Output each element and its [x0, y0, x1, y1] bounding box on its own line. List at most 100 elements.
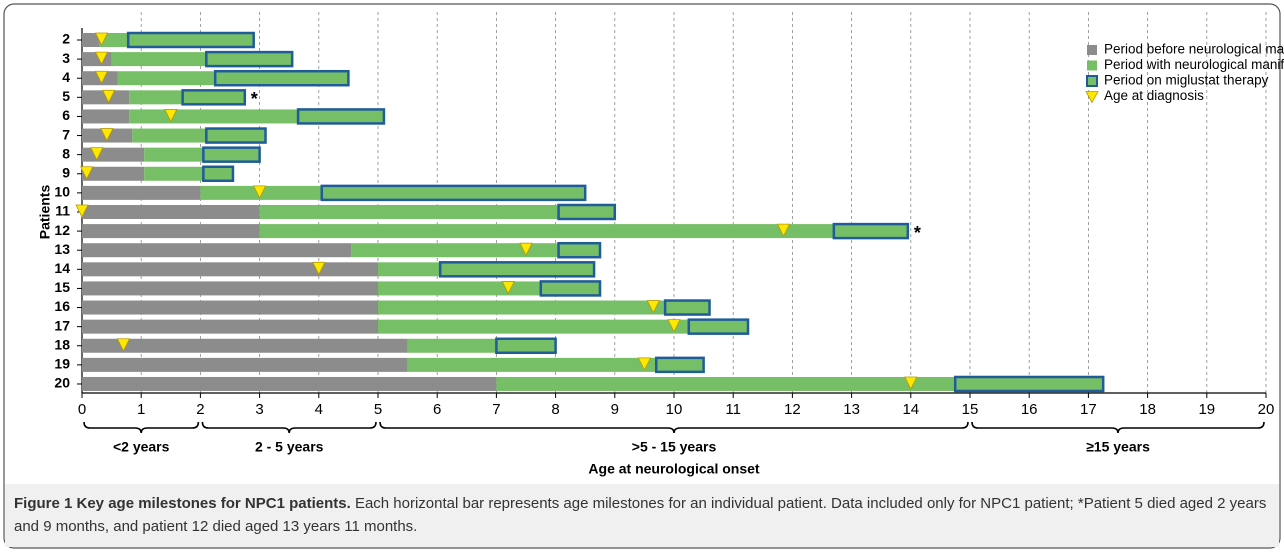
x-tick-label: 14: [902, 401, 919, 418]
y-tick-label: 19: [54, 356, 70, 372]
y-tick-label: 8: [62, 145, 70, 161]
y-tick-label: 7: [62, 126, 70, 142]
age-group-label: >5 - 15 years: [632, 439, 717, 455]
x-tick-label: 4: [315, 401, 323, 418]
bar-segment: [82, 376, 497, 391]
bar-segment: [378, 262, 441, 277]
y-tick-label: 18: [54, 336, 70, 352]
y-tick-label: 6: [62, 107, 70, 123]
y-tick-label: 11: [55, 203, 70, 219]
x-tick-label: 8: [551, 401, 559, 418]
caption-box: Figure 1 Key age milestones for NPC1 pat…: [14, 495, 1267, 535]
bar-segment: [82, 147, 145, 162]
bar-segment: [126, 31, 255, 49]
bar-segment: [407, 338, 497, 353]
x-tick-label: 16: [1021, 401, 1038, 418]
annotation: *: [914, 223, 921, 243]
x-tick-label: 15: [962, 401, 979, 418]
bar-segment: [296, 108, 386, 125]
frame: [3, 3, 1281, 549]
bar-segment: [181, 89, 247, 106]
bar-segment: [557, 203, 617, 221]
bar-segment: [378, 319, 689, 334]
diagnosis-marker: [90, 147, 104, 161]
bar-segment: [687, 318, 750, 335]
y-tick-label: 16: [54, 298, 70, 314]
age-bracket: [83, 421, 200, 434]
diagnosis-marker: [80, 166, 94, 180]
legend-label: Period before neurological manifestation…: [1104, 42, 1284, 57]
diagnosis-marker: [312, 261, 326, 276]
bar-segment: [213, 69, 350, 87]
diagnosis-marker: [519, 242, 533, 257]
diagnosis-marker: [904, 376, 918, 390]
caption-title: Figure 1 Key age milestones for NPC1 pat…: [14, 495, 351, 512]
x-tick-label: 9: [611, 401, 619, 418]
bar-segment: [539, 280, 602, 297]
bar-segment: [82, 357, 408, 372]
bar-segment: [82, 185, 201, 200]
bar-segment: [832, 222, 910, 240]
bar-segment: [82, 33, 100, 47]
bar-segment: [82, 338, 408, 353]
x-tick-label: 6: [433, 401, 441, 418]
bar-segment: [144, 147, 204, 162]
diagnosis-marker: [164, 109, 178, 123]
diagnosis-marker: [646, 300, 660, 314]
bar-segment: [111, 52, 207, 67]
y-tick-label: 2: [62, 31, 70, 47]
x-tick-label: 11: [725, 401, 741, 418]
bar-segment: [82, 281, 378, 296]
annotation: *: [251, 89, 258, 109]
diagnosis-marker: [637, 357, 652, 371]
caption-band: [5, 484, 1279, 547]
diagnosis-marker: [94, 70, 109, 85]
legend-swatch: [1085, 91, 1099, 104]
bar-segment: [132, 128, 207, 143]
bar-segment: [129, 109, 299, 124]
legend-swatch: [1087, 60, 1097, 71]
x-tick-label: 2: [196, 401, 204, 418]
diagnosis-marker: [776, 223, 791, 237]
bar-segment: [351, 243, 559, 258]
bar-segment: [378, 300, 666, 315]
x-tick-label: 18: [1139, 401, 1156, 418]
age-bracket: [201, 421, 377, 434]
y-tick-label: 20: [54, 375, 70, 391]
bar-segment: [82, 262, 378, 277]
y-tick-label: 15: [54, 279, 70, 295]
bar-segment: [496, 376, 956, 391]
y-tick-label: 5: [62, 88, 70, 104]
bar-segment: [953, 375, 1105, 393]
y-axis-label: Patients: [37, 185, 53, 240]
y-tick-label: 9: [62, 164, 70, 180]
diagnosis-marker: [116, 338, 131, 352]
bar-segment: [438, 261, 596, 278]
x-tick-label: 7: [492, 401, 500, 418]
bar-segment: [654, 356, 705, 374]
bar-segment: [205, 50, 294, 68]
age-group-label: <2 years: [113, 439, 170, 455]
y-tick-label: 10: [54, 184, 70, 200]
bar-segment: [82, 243, 352, 258]
x-tick-label: 5: [374, 401, 382, 418]
caption-text: Each horizontal bar represents age miles…: [14, 495, 1267, 535]
y-tick-label: 17: [54, 317, 70, 333]
legend-label: Period on miglustat therapy: [1104, 73, 1269, 88]
diagnosis-marker: [252, 185, 267, 199]
diagnosis-marker: [501, 281, 515, 295]
age-bracket: [379, 421, 969, 434]
y-tick-label: 3: [62, 50, 70, 66]
bar-segment: [557, 241, 602, 259]
bar-segment: [82, 90, 130, 105]
x-tick-label: 3: [255, 401, 263, 418]
bar-segment: [663, 299, 711, 316]
legend-swatch: [1086, 75, 1098, 87]
diagnosis-marker: [94, 32, 109, 46]
x-axis-label: Age at neurological onset: [588, 461, 759, 477]
legend-label: Period with neurological manifestations …: [1104, 57, 1284, 72]
bar-segment: [82, 224, 260, 239]
bar-segment: [117, 71, 216, 86]
bar-segment: [82, 166, 145, 181]
